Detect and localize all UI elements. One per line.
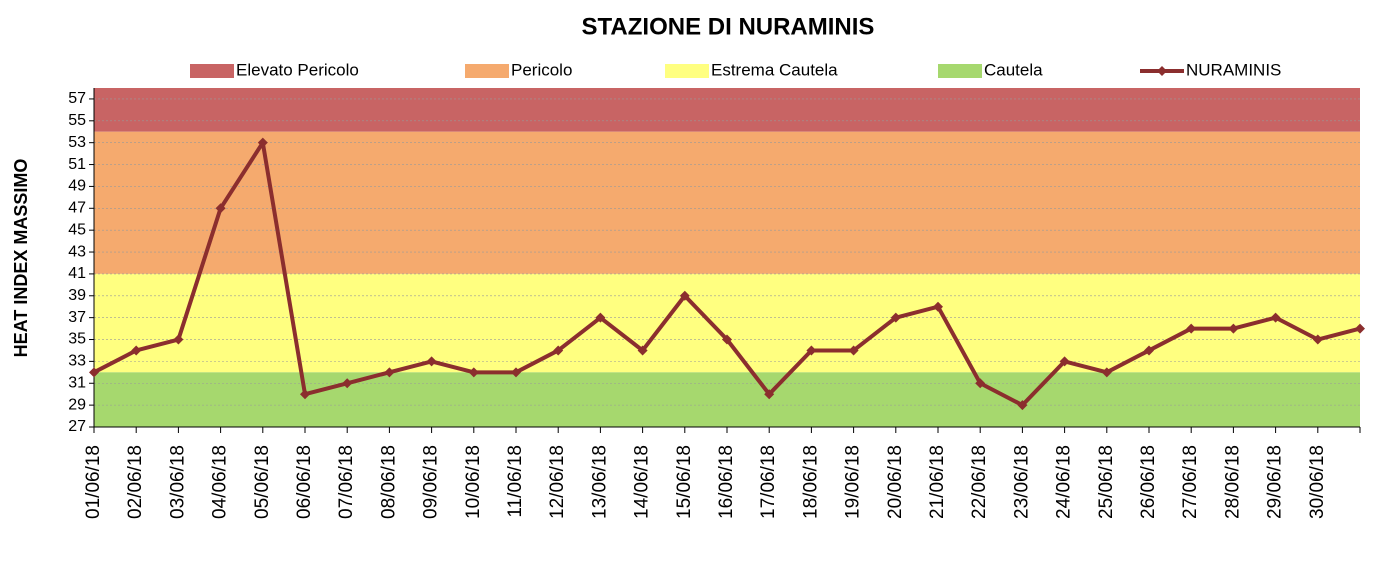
point-marker [933, 301, 943, 312]
point-marker [848, 345, 859, 356]
x-tick-label: 11/06/18 [505, 445, 526, 518]
point-marker [1186, 323, 1197, 334]
point-marker [722, 334, 732, 345]
band [94, 88, 1360, 132]
point-marker [1101, 367, 1112, 378]
point-marker [806, 345, 817, 356]
point-marker [975, 378, 986, 389]
point-marker [342, 378, 353, 389]
legend-label: Elevato Pericolo [236, 60, 359, 79]
y-tick-label: 53 [68, 134, 86, 151]
x-tick-label: 23/06/18 [1011, 445, 1032, 519]
point-marker [1144, 345, 1154, 356]
y-tick-label: 57 [68, 90, 86, 107]
x-tick-label: 04/06/18 [210, 445, 231, 519]
y-tick-label: 41 [68, 265, 86, 282]
point-marker [257, 137, 268, 148]
y-tick-label: 51 [68, 156, 86, 173]
y-tick-label: 31 [68, 374, 86, 391]
point-marker [173, 334, 184, 345]
point-marker [1312, 334, 1323, 345]
x-tick-label: 01/06/18 [83, 445, 104, 519]
point-marker [426, 356, 437, 367]
point-marker [890, 312, 901, 323]
x-tick-label: 30/06/18 [1307, 445, 1328, 519]
band [94, 273, 1360, 373]
legend-swatch [190, 64, 234, 78]
x-tick-label: 03/06/18 [167, 445, 188, 519]
y-axis-label: HEAT INDEX MASSIMO [11, 159, 31, 358]
x-tick-label: 08/06/18 [378, 445, 399, 519]
y-tick-label: 37 [68, 309, 86, 326]
y-tick-label: 33 [68, 353, 86, 370]
y-tick-label: 49 [68, 178, 86, 195]
x-tick-label: 14/06/18 [632, 445, 653, 519]
x-tick-label: 25/06/18 [1096, 445, 1117, 519]
point-marker [131, 345, 142, 356]
x-tick-label: 12/06/18 [547, 445, 568, 519]
x-tick-label: 16/06/18 [716, 445, 737, 519]
x-tick-label: 15/06/18 [674, 445, 695, 519]
x-tick-label: 09/06/18 [421, 445, 442, 519]
legend-marker [1157, 66, 1167, 76]
x-tick-label: 24/06/18 [1054, 445, 1075, 519]
y-tick-label: 43 [68, 243, 86, 260]
band [94, 372, 1360, 427]
point-marker [468, 367, 479, 378]
point-marker [679, 290, 690, 301]
point-marker [595, 312, 606, 323]
x-tick-label: 19/06/18 [843, 445, 864, 519]
y-tick-label: 45 [68, 221, 86, 238]
legend-swatch [465, 64, 509, 78]
x-tick-label: 10/06/18 [463, 445, 484, 519]
point-marker [637, 345, 648, 356]
point-marker [1355, 323, 1365, 334]
legend-label: Pericolo [511, 60, 572, 79]
x-tick-label: 02/06/18 [125, 445, 146, 519]
x-tick-label: 27/06/18 [1180, 445, 1201, 519]
x-tick-label: 07/06/18 [336, 445, 357, 519]
y-tick-label: 35 [68, 331, 86, 348]
band [94, 131, 1360, 274]
point-marker [215, 203, 226, 214]
point-marker [1017, 400, 1028, 411]
x-tick-label: 28/06/18 [1222, 445, 1243, 519]
x-tick-label: 17/06/18 [758, 445, 779, 519]
point-marker [553, 345, 564, 356]
point-marker [511, 367, 521, 378]
y-tick-label: 55 [68, 112, 86, 129]
x-tick-label: 29/06/18 [1265, 445, 1286, 519]
x-tick-label: 18/06/18 [800, 445, 821, 519]
legend-label: NURAMINIS [1186, 60, 1281, 79]
y-tick-label: 27 [68, 418, 86, 435]
chart-title: STAZIONE DI NURAMINIS [582, 13, 875, 40]
x-tick-label: 20/06/18 [885, 445, 906, 519]
y-tick-label: 29 [68, 396, 86, 413]
x-tick-label: 21/06/18 [927, 445, 948, 519]
point-marker [1270, 312, 1281, 323]
point-marker [1228, 323, 1239, 334]
x-tick-label: 06/06/18 [294, 445, 315, 519]
legend-swatch [938, 64, 982, 78]
point-marker [384, 367, 395, 378]
legend-swatch [665, 64, 709, 78]
x-tick-label: 13/06/18 [589, 445, 610, 519]
x-tick-label: 22/06/18 [969, 445, 990, 519]
y-tick-label: 47 [68, 200, 86, 217]
x-tick-label: 26/06/18 [1138, 445, 1159, 519]
legend-label: Cautela [984, 60, 1043, 79]
point-marker [764, 389, 775, 400]
y-tick-label: 39 [68, 287, 86, 304]
point-marker [1059, 356, 1070, 367]
point-marker [89, 367, 99, 378]
legend-label: Estrema Cautela [711, 60, 838, 79]
point-marker [300, 389, 310, 400]
x-tick-label: 05/06/18 [252, 445, 273, 519]
